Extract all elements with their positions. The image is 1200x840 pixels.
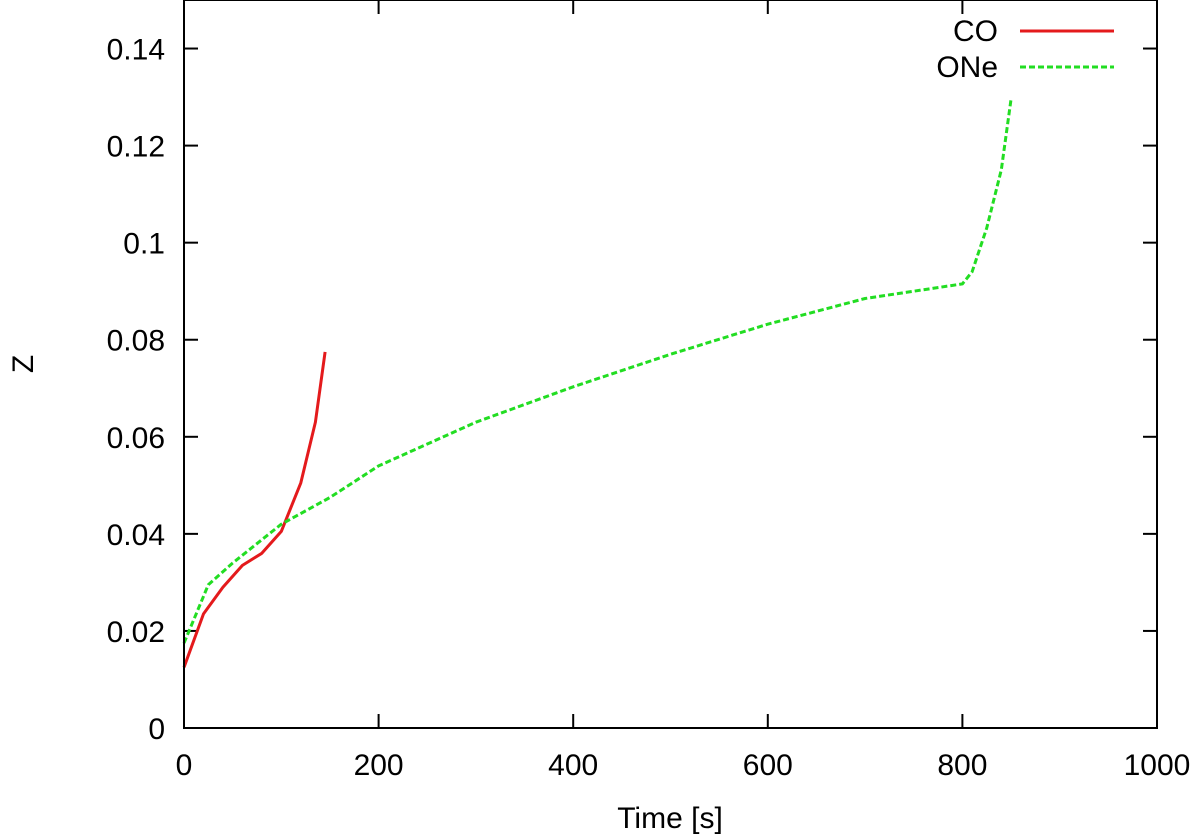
x-tick-label: 200 — [354, 749, 404, 782]
series-line-one — [182, 99, 1013, 644]
y-tick-label: 0.14 — [107, 34, 165, 67]
x-tick-label: 0 — [176, 749, 193, 782]
x-axis-title: Time [s] — [617, 802, 723, 835]
y-tick-label: 0.1 — [123, 228, 165, 261]
y-tick-label: 0.02 — [107, 616, 165, 649]
plot-area-frame — [183, 0, 1158, 729]
legend-label-one: ONe — [936, 51, 998, 84]
y-tick-label: 0.04 — [107, 519, 165, 552]
y-tick-label: 0.12 — [107, 131, 165, 164]
x-tick-label: 600 — [743, 749, 793, 782]
x-tick-label: 400 — [548, 749, 598, 782]
y-axis-title: Z — [7, 355, 40, 373]
y-tick-label: 0.06 — [107, 422, 165, 455]
y-tick-label: 0.08 — [107, 325, 165, 358]
legend-label-co: CO — [953, 15, 998, 48]
x-tick-label: 1000 — [1124, 749, 1191, 782]
series-line-co — [182, 351, 327, 668]
series-layer — [182, 99, 1013, 668]
ticks-layer: 0 200 400 600 800 1000 0 0.02 0.04 0.06 0.08 0.1 0.1… — [107, 0, 1191, 782]
x-tick-label: 800 — [937, 749, 987, 782]
y-tick-label: 0 — [148, 713, 165, 746]
